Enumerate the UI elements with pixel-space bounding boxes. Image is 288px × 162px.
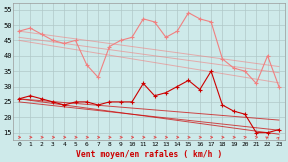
X-axis label: Vent moyen/en rafales ( km/h ): Vent moyen/en rafales ( km/h ) bbox=[76, 150, 222, 159]
